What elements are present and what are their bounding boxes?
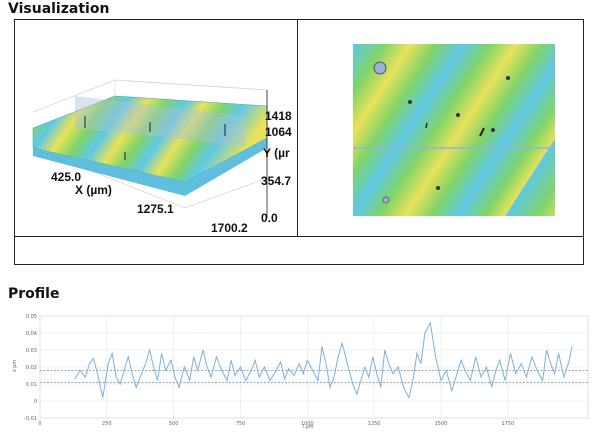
profile-chart[interactable]: 0.050.040.030.020.010-0.01 0 250 500 750 100… (4, 306, 596, 430)
visualization-panel: 1418 1064 Y (µr 354.7 0.0 425.0 X (µm) 1… (14, 19, 584, 265)
x-tick-label: 1275.1 (137, 202, 174, 216)
x-axis-label: X (µm) (75, 183, 112, 197)
y-tick-label: 0.05 (26, 314, 37, 320)
z-tick-label: 0.0 (261, 211, 278, 225)
y-axis-label: Y (µr (263, 146, 290, 160)
y-axis-label: z µm (12, 360, 18, 372)
visualization-title: Visualization (8, 1, 110, 17)
section-plane (75, 96, 245, 146)
y-tick-label: -0.01 (24, 416, 37, 422)
surface-3d-view[interactable]: 1418 1064 Y (µr 354.7 0.0 425.0 X (µm) 1… (15, 20, 297, 236)
profile-title: Profile (8, 286, 60, 302)
x-tick-label: 250 (102, 421, 112, 427)
y-tick-label: 0.04 (26, 331, 37, 337)
z-tick-label: 354.7 (261, 174, 291, 188)
x-end-label: 1700.2 (211, 221, 248, 235)
profile-series-line (74, 321, 573, 400)
z-tick-label: 1064 (265, 125, 292, 139)
defect-spot (506, 76, 510, 80)
x-tick-label: 1500 (435, 421, 448, 427)
y-tick-label: 0.03 (26, 348, 37, 354)
x-tick-label: 0 (38, 421, 41, 427)
y-tick-label: 0.01 (26, 382, 37, 388)
height-map (353, 44, 555, 216)
x-tick-label: 500 (169, 421, 179, 427)
y-tick-label: 0 (34, 399, 37, 405)
defect-spot (491, 128, 495, 132)
defect-spot (436, 186, 440, 190)
defect-spot (373, 61, 387, 75)
defect-spot (456, 113, 460, 117)
x-ticks: 0 250 500 750 1000 1250 1500 1750 (38, 421, 514, 427)
defect-spot (408, 100, 412, 104)
surface-2d-view[interactable] (298, 20, 584, 236)
x-tick-label: 1250 (368, 421, 381, 427)
x-tick-label: 1750 (501, 421, 514, 427)
x-axis-label: l µm (302, 424, 313, 430)
y-tick-label: 0.02 (26, 365, 37, 371)
surface-side (33, 138, 267, 196)
x-tick-label: 425.0 (51, 170, 81, 184)
z-tick-label: 1418 (265, 109, 292, 123)
x-tick-label: 1000 (301, 421, 314, 427)
panel-divider-vertical (297, 20, 298, 236)
panel-divider-horizontal (15, 236, 583, 237)
defect-spot (382, 196, 390, 204)
y-ticks: 0.05 0.04 0.03 0.02 0.01 0 -0.01 (24, 314, 37, 422)
x-tick-label: 750 (236, 421, 246, 427)
